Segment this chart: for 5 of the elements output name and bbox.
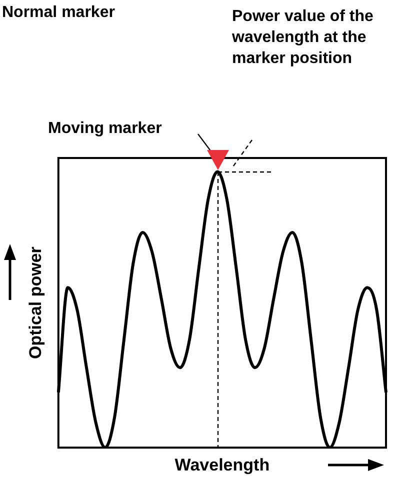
text: Moving marker: [48, 119, 162, 139]
x-axis-title: Wavelength: [174, 455, 270, 474]
text: Power value of the wavelength at the marker position: [232, 7, 374, 69]
y-axis-title: Optical power: [26, 246, 45, 360]
text: Normal marker: [2, 3, 115, 23]
